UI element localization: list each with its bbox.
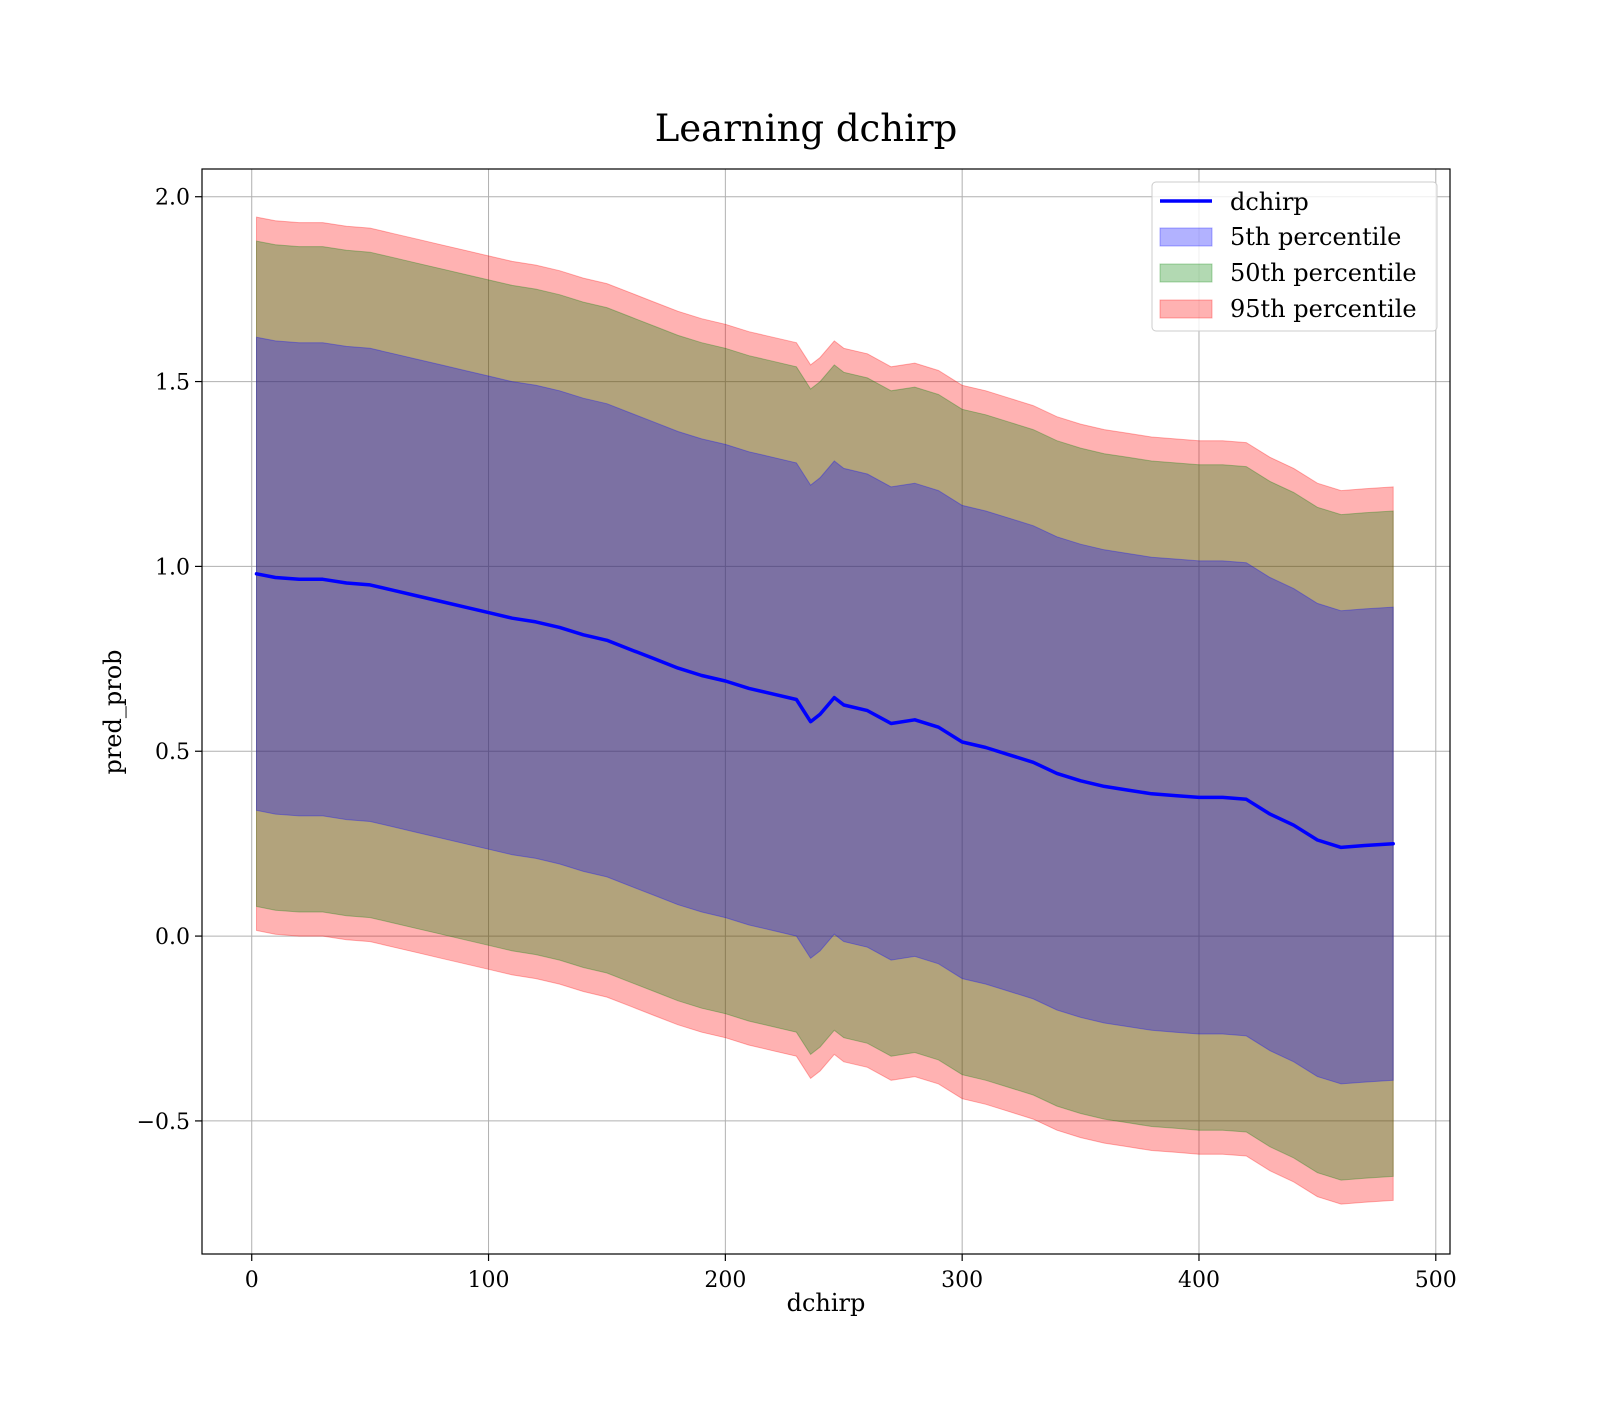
legend-swatch-50th-percentile bbox=[1159, 263, 1213, 283]
y-axis-ticks: −0.5 0.0 0.5 1.0 1.5 2.0 bbox=[137, 186, 202, 1135]
legend-label-dchirp: dchirp bbox=[1230, 188, 1309, 216]
y-tick-label: −0.5 bbox=[137, 1110, 190, 1135]
y-tick-label: 1.0 bbox=[155, 555, 190, 580]
y-tick-label: 2.0 bbox=[155, 186, 190, 211]
legend-frame bbox=[1151, 181, 1438, 332]
x-axis-ticks: 0 100 200 300 400 500 bbox=[245, 1254, 1457, 1293]
plot-area-frame bbox=[201, 168, 1451, 1255]
legend-label-50th-percentile: 50th percentile bbox=[1230, 259, 1417, 287]
chart-title: Learning dchirp bbox=[655, 107, 958, 150]
x-axis-label: dchirp bbox=[787, 1289, 866, 1317]
x-tick-label: 400 bbox=[1178, 1268, 1220, 1293]
y-tick-label: 0.5 bbox=[155, 740, 190, 765]
series-lines bbox=[254, 572, 1395, 850]
x-tick-label: 0 bbox=[245, 1268, 259, 1293]
x-tick-label: 100 bbox=[468, 1268, 510, 1293]
legend-label-5th-percentile: 5th percentile bbox=[1230, 223, 1401, 251]
y-tick-label: 0.0 bbox=[155, 925, 190, 950]
legend-swatch-95th-percentile bbox=[1159, 299, 1213, 319]
x-tick-label: 200 bbox=[704, 1268, 746, 1293]
legend: dchirp 5th percentile 50th percentile 95… bbox=[1151, 181, 1438, 332]
x-tick-label: 500 bbox=[1415, 1268, 1457, 1293]
legend-label-95th-percentile: 95th percentile bbox=[1230, 295, 1417, 323]
legend-swatch-5th-percentile bbox=[1159, 227, 1213, 247]
y-axis-label: pred_prob bbox=[99, 649, 127, 774]
y-tick-label: 1.5 bbox=[155, 371, 190, 396]
x-tick-label: 300 bbox=[941, 1268, 983, 1293]
grid-lines bbox=[202, 169, 1450, 1254]
line-dchirp bbox=[254, 572, 1395, 850]
